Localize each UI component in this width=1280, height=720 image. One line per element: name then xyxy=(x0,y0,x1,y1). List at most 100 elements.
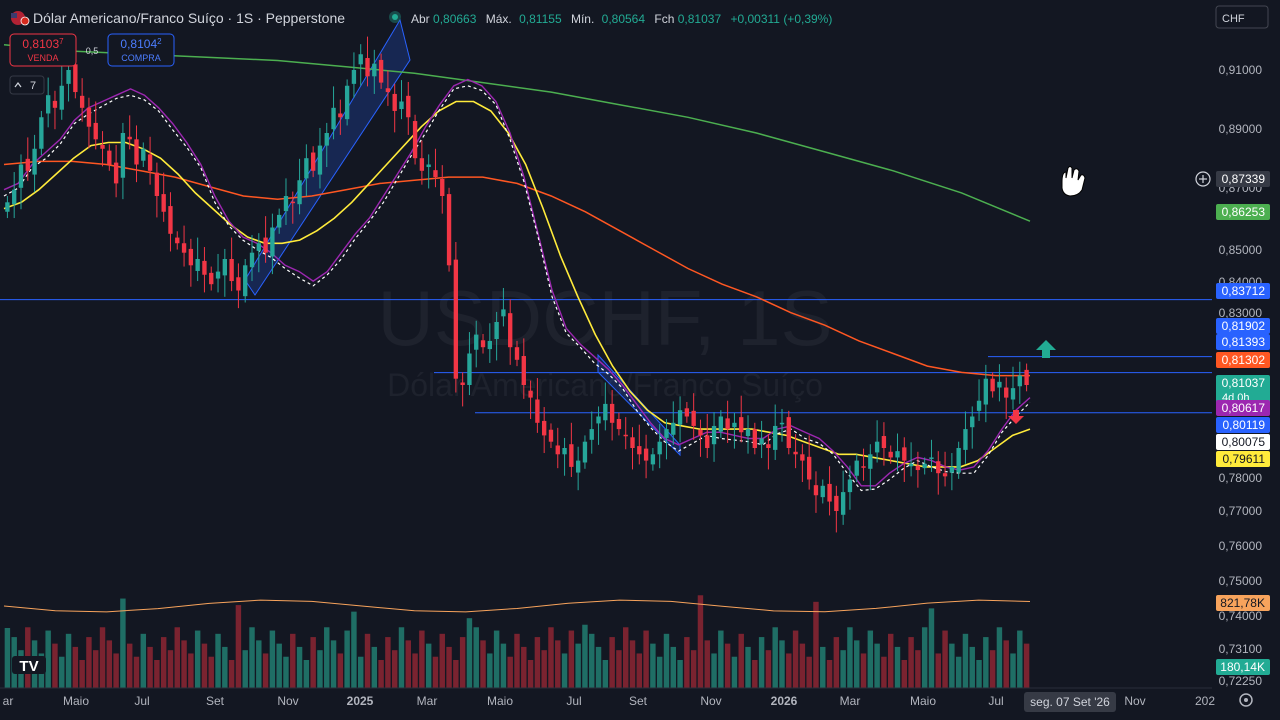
candle-body xyxy=(773,425,778,450)
price-label-ema_mid: 0,79611 xyxy=(1216,451,1270,467)
volume-bar xyxy=(704,640,710,688)
candle-body xyxy=(691,410,696,426)
candle-body xyxy=(929,457,934,459)
candle-body xyxy=(440,178,445,196)
volume-bar xyxy=(351,611,357,688)
candle-body xyxy=(637,446,642,455)
volume-bar xyxy=(582,624,588,688)
volume-bar xyxy=(93,650,99,688)
volume-bar xyxy=(324,627,330,688)
indicator-toggle-button[interactable]: 7 xyxy=(9,75,45,95)
candle-body xyxy=(32,148,37,175)
volume-bar xyxy=(249,627,255,688)
volume-bar xyxy=(154,660,160,688)
candle-body xyxy=(270,227,275,257)
volume-bar xyxy=(656,656,663,688)
volume-bar xyxy=(174,627,180,688)
volume-bar xyxy=(269,630,276,688)
ema-200-line[interactable] xyxy=(3,44,1031,222)
price-tick: 0,91000 xyxy=(1219,63,1263,77)
volume-bar xyxy=(235,605,242,688)
volume-bar xyxy=(860,653,867,688)
volume-bar xyxy=(188,653,194,688)
volume-bar xyxy=(72,646,79,688)
volume-bar xyxy=(983,637,989,688)
candle-body xyxy=(881,436,887,448)
candle-body xyxy=(202,260,207,275)
candle-body xyxy=(161,194,166,212)
volume-bar xyxy=(500,643,507,688)
sell-label: VENDA xyxy=(27,53,58,63)
volume-bar xyxy=(79,660,85,688)
price-label-value: 0,81037 xyxy=(1222,376,1266,390)
crosshair-date-box xyxy=(1024,692,1116,712)
candle-body xyxy=(433,170,438,178)
price-tick: 0,77000 xyxy=(1219,504,1263,518)
price-label-box xyxy=(1216,400,1270,416)
candle-body xyxy=(521,356,526,385)
buy-button[interactable]: 0,81042 COMPRA xyxy=(107,33,175,67)
ema-fast-line[interactable] xyxy=(3,78,1031,487)
volume-bar xyxy=(425,643,432,688)
candle-body xyxy=(480,340,486,348)
candle-body xyxy=(643,448,649,461)
candle-body xyxy=(277,214,282,228)
volume-bar xyxy=(915,650,921,688)
volume-bar xyxy=(745,646,751,688)
volume-bar xyxy=(949,643,955,688)
time-tick: ar xyxy=(3,694,14,708)
tradingview-logo[interactable]: TV xyxy=(12,656,46,675)
time-axis[interactable]: ar Maio Jul Set Nov 2025 Mar Maio Jul Set Nov 2026 M… xyxy=(3,694,1216,708)
volume-bar xyxy=(52,643,58,688)
candle-body xyxy=(616,419,622,430)
sell-button[interactable]: 0,81037 VENDA xyxy=(9,33,77,67)
volume-bar xyxy=(201,643,208,688)
candle-body xyxy=(759,438,764,445)
currency-button[interactable]: CHF xyxy=(1215,5,1269,29)
volume-pane xyxy=(3,595,1031,688)
volume-bar xyxy=(391,650,398,688)
candle-body xyxy=(745,429,751,437)
volume-bar xyxy=(419,630,425,688)
volume-bar xyxy=(724,643,731,688)
candle-body xyxy=(786,417,791,448)
volume-bar xyxy=(955,656,962,688)
candle-body xyxy=(66,70,71,84)
volume-bar xyxy=(412,653,418,688)
price-tick: 0,78000 xyxy=(1219,471,1263,485)
volume-bar xyxy=(650,643,656,688)
price-label-crosshair: 0,87339 xyxy=(1216,171,1270,187)
price-label-value: 180,14K xyxy=(1220,660,1265,674)
candle-body xyxy=(800,454,805,461)
candle-body xyxy=(141,148,146,161)
down-arrow-icon[interactable] xyxy=(1008,410,1024,424)
volume-bar xyxy=(405,640,412,688)
volume-bar xyxy=(113,653,119,688)
settings-gear-icon[interactable] xyxy=(1239,693,1253,707)
candle-body xyxy=(705,435,710,448)
volume-bar xyxy=(466,618,473,688)
volume-bar xyxy=(996,627,1003,688)
candle-body xyxy=(589,429,594,440)
candle-body xyxy=(59,85,64,110)
ema-100-line[interactable] xyxy=(3,160,1030,377)
candle-body xyxy=(365,58,370,77)
ema-mid-line[interactable] xyxy=(3,100,1031,468)
volume-bar xyxy=(147,646,153,688)
crosshair-plus-icon[interactable] xyxy=(1195,171,1211,187)
up-arrow-icon[interactable] xyxy=(1036,340,1056,358)
volume-bar xyxy=(337,653,344,688)
high-label: Máx. xyxy=(486,12,512,26)
candle-body xyxy=(487,340,492,350)
candle-body xyxy=(820,485,825,498)
candle-body xyxy=(344,85,350,120)
svg-text:0,81037: 0,81037 xyxy=(22,37,64,51)
symbol-title[interactable]: Dólar Americano/Franco Suíço · 1S · Pepp… xyxy=(33,10,345,26)
volume-bar xyxy=(208,656,214,688)
candle-body xyxy=(528,390,533,398)
volume-bar xyxy=(398,627,405,688)
change-value: +0,00311 (+0,39%) xyxy=(730,12,832,26)
price-tick: 0,72250 xyxy=(1219,674,1263,688)
price-label-box xyxy=(1216,434,1270,450)
